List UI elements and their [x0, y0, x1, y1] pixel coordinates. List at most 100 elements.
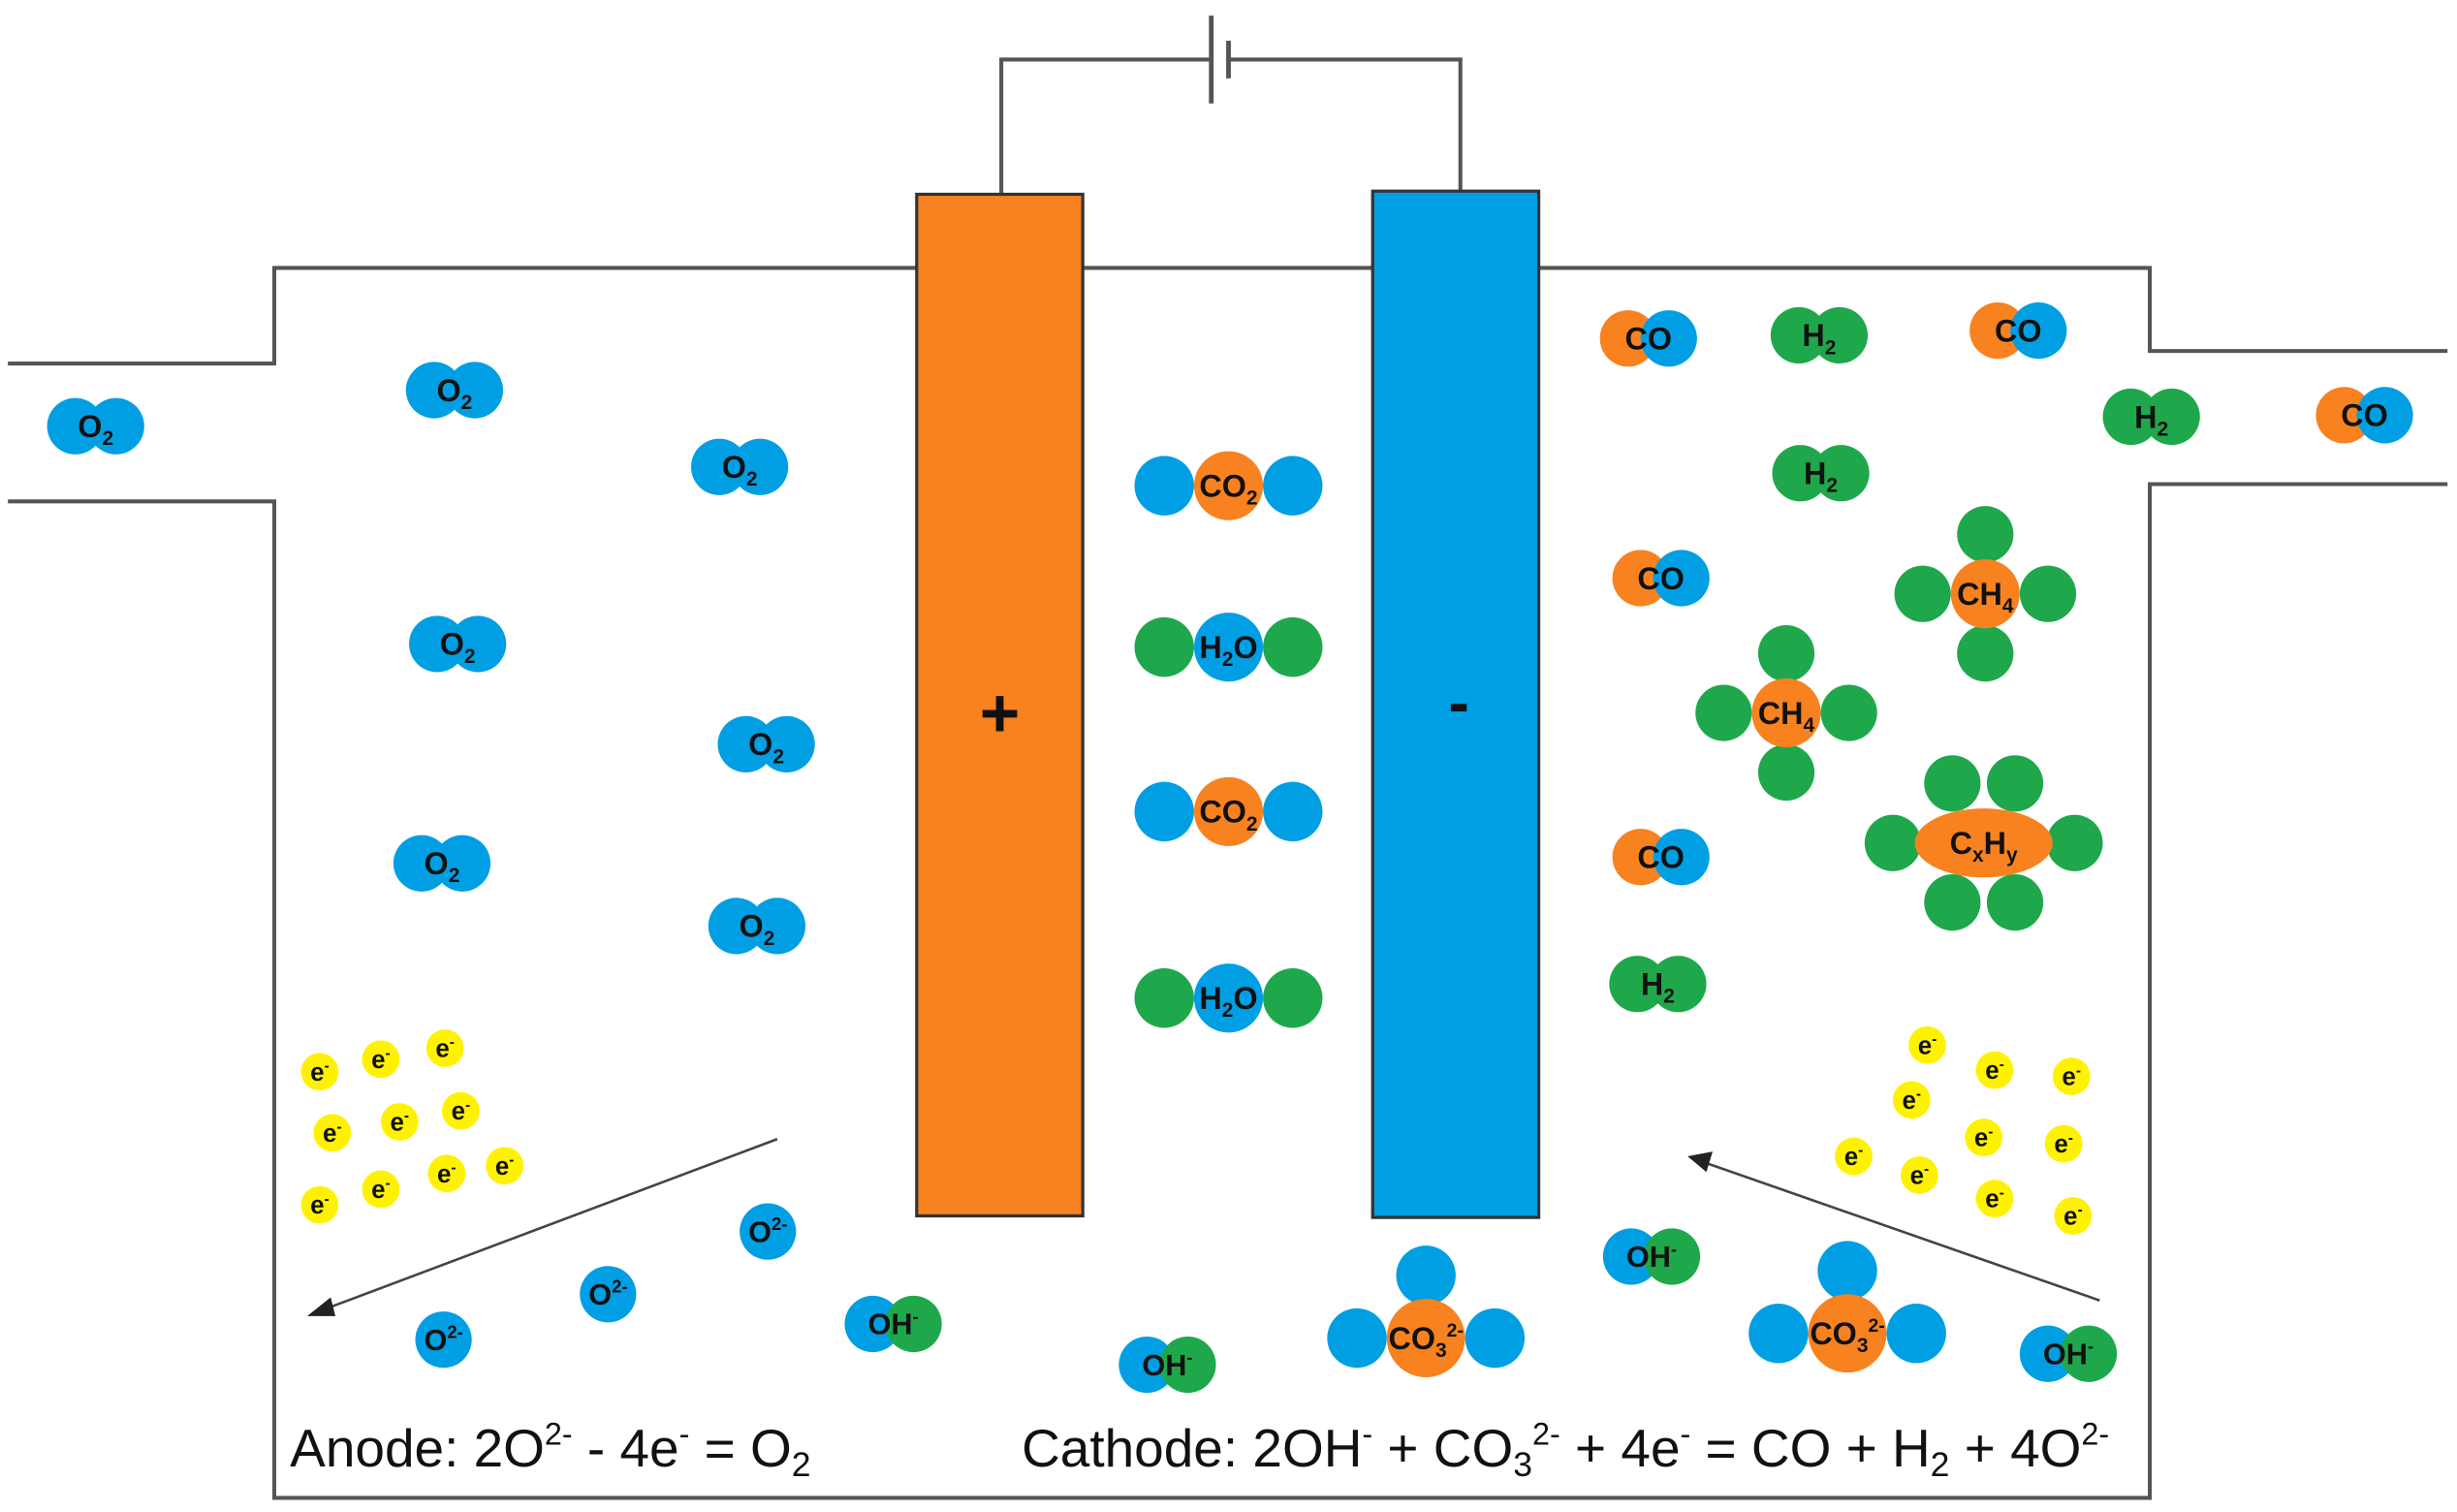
co2-molecule: CO2	[1134, 451, 1323, 520]
atom	[2054, 1197, 2093, 1235]
electron: e-	[380, 1103, 419, 1141]
atom	[362, 1040, 400, 1079]
molecule-label: e-	[1974, 1123, 1994, 1151]
atom	[2143, 388, 2200, 446]
molecule-label: CO	[1637, 561, 1685, 596]
molecule-label: e-	[1844, 1143, 1864, 1171]
atom	[1465, 1307, 1526, 1369]
atom	[1812, 445, 1870, 502]
atom	[425, 1029, 464, 1067]
co-molecule: CO	[1612, 550, 1710, 607]
molecule-label: e-	[2063, 1202, 2083, 1230]
molecule-label: O2	[748, 727, 784, 768]
molecule-label: CO2	[1199, 795, 1257, 835]
left-arrowhead	[306, 1297, 336, 1316]
atom	[1901, 1156, 1938, 1194]
h2-molecule: H2	[1770, 306, 1869, 364]
electron: e-	[1965, 1118, 2003, 1157]
atom	[2102, 388, 2159, 446]
electron: e-	[427, 1154, 466, 1193]
co-molecule: CO	[1969, 302, 2067, 360]
atom	[1757, 743, 1815, 802]
eq-part: + 4e	[1560, 1418, 1681, 1478]
h2-molecule: H2	[1609, 956, 1707, 1013]
atom	[1653, 550, 1710, 607]
atom	[2044, 1124, 2083, 1163]
electron: e-	[1908, 1025, 1946, 1064]
molecule-label: e-	[1910, 1161, 1930, 1189]
atom	[47, 397, 104, 455]
molecule-label: e-	[2054, 1130, 2073, 1158]
atom	[446, 362, 504, 419]
co-molecule: CO	[1612, 829, 1710, 886]
atom	[1327, 1307, 1387, 1369]
atom	[1612, 829, 1669, 886]
electron: e-	[300, 1185, 339, 1224]
molecule-label: O2	[739, 909, 774, 950]
atom	[1193, 776, 1264, 846]
atom	[1748, 1303, 1809, 1364]
eq-part: = O	[689, 1418, 791, 1478]
atom	[300, 1185, 339, 1224]
atom	[1965, 1118, 2003, 1157]
atom	[1159, 1336, 1216, 1394]
molecule-label: e-	[310, 1057, 330, 1086]
atom	[1886, 1303, 1946, 1364]
molecule-label: e-	[435, 1034, 455, 1062]
atom	[1772, 445, 1829, 502]
atom	[1134, 968, 1194, 1028]
atom	[433, 835, 491, 892]
atom	[409, 615, 466, 673]
atom	[1263, 968, 1323, 1028]
molecule-label: CO	[1995, 313, 2042, 348]
atom	[1908, 1025, 1946, 1064]
atom	[1864, 814, 1922, 871]
molecule-label: CO32-	[1388, 1320, 1463, 1362]
electron: e-	[1835, 1137, 1873, 1176]
atom	[1609, 956, 1666, 1013]
eq-part: - 4e	[573, 1418, 679, 1478]
cathode-sign: -	[1448, 667, 1469, 738]
molecule-label: e-	[371, 1046, 391, 1074]
molecule-label: H2	[2134, 399, 2168, 440]
atom	[1894, 565, 1951, 622]
ch4-molecule: CH4	[1894, 506, 2077, 682]
molecule-label: e-	[437, 1160, 457, 1188]
o2-molecule: O2	[47, 397, 144, 455]
atom	[1770, 306, 1828, 364]
atom	[1118, 1336, 1176, 1394]
molecule-label: O2	[722, 450, 758, 490]
atom	[1263, 456, 1323, 516]
electron: e-	[362, 1040, 400, 1079]
electron: e-	[300, 1053, 339, 1091]
atom	[885, 1295, 942, 1353]
carbonate-ion: CO32-	[1327, 1245, 1526, 1377]
atom	[732, 438, 789, 495]
atom	[1975, 1180, 2014, 1218]
atom	[2019, 1325, 2077, 1382]
electron: e-	[441, 1091, 480, 1130]
o2-molecule: O2	[405, 362, 504, 419]
anode-electrode	[915, 192, 1085, 1218]
molecule-label: OH-	[2043, 1336, 2094, 1370]
eq-part: 2-	[545, 1416, 573, 1451]
atom	[393, 835, 451, 892]
molecule-label: e-	[1918, 1031, 1937, 1059]
oh-molecule: OH-	[1118, 1336, 1216, 1394]
o2-molecule: O2	[409, 615, 507, 673]
molecule-label: CH4	[1758, 696, 1815, 737]
atom	[2315, 387, 2373, 444]
eq-part: Cathode: 2OH	[1022, 1418, 1362, 1478]
eq-part: + CO	[1372, 1418, 1513, 1478]
atom	[362, 1170, 400, 1209]
cell-vessel-outline	[8, 266, 2448, 1500]
eq-part: 2-	[2081, 1416, 2109, 1451]
molecule-label: CH4	[1957, 577, 2014, 617]
molecule-label: CO	[1637, 840, 1685, 875]
molecule-label: H2	[1641, 967, 1675, 1008]
h2o-molecule: H2O	[1134, 963, 1323, 1033]
atom	[1924, 874, 1981, 931]
right-electron-flow-arrow	[1704, 1161, 2100, 1302]
atom	[1924, 755, 1981, 812]
